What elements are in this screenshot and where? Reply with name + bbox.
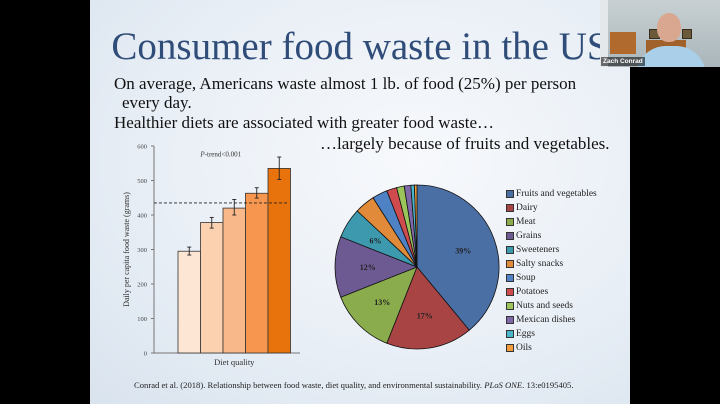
legend-swatch [506, 301, 514, 310]
legend-item: Mexican dishes [506, 313, 597, 327]
legend-swatch [506, 189, 514, 198]
pie-legend: Fruits and vegetables Dairy Meat Grains Swee… [506, 187, 597, 355]
p-trend-italic: P [199, 150, 205, 158]
legend-label: Oils [516, 343, 532, 353]
pie-label: 12% [360, 263, 376, 272]
legend-label: Fruits and vegetables [516, 189, 597, 199]
legend-item: Fruits and vegetables [506, 187, 597, 201]
slide-title: Consumer food waste in the US [111, 25, 609, 68]
bar [267, 168, 291, 354]
legend-label: Sweeteners [516, 245, 560, 255]
y-tick-label: 600 [137, 144, 147, 151]
p-trend-text: -trend<0.001 [205, 150, 242, 158]
legend-swatch [506, 217, 514, 226]
legend-item: Grains [506, 229, 597, 243]
legend-item: Dairy [506, 201, 597, 215]
legend-label: Potatoes [516, 287, 549, 297]
bar [245, 192, 269, 354]
y-tick-label: 100 [137, 316, 147, 323]
bar [177, 250, 201, 354]
pie-label: 13% [374, 298, 390, 307]
bullet-1-line-1: On average, Americans waste almost 1 lb.… [114, 74, 577, 93]
webcam-person-head [657, 13, 681, 42]
webcam-person-body [636, 46, 706, 67]
legend-swatch [506, 343, 514, 352]
bar [222, 207, 246, 354]
p-trend-annotation: P-trend<0.001 [199, 150, 241, 158]
legend-swatch [506, 329, 514, 338]
legend-item: Sweeteners [506, 243, 597, 257]
pie-slice [386, 266, 470, 350]
legend-item: Salty snacks [506, 257, 597, 271]
legend-label: Eggs [516, 329, 535, 339]
y-tick-label: 200 [137, 282, 147, 289]
webcam-door [600, 0, 608, 67]
legend-label: Meat [516, 217, 536, 227]
citation-end: . 13:e0195405. [522, 380, 574, 390]
citation: Conrad et al. (2018). Relationship betwe… [134, 380, 574, 390]
legend-swatch [506, 245, 514, 254]
legend-label: Dairy [516, 203, 538, 213]
participant-name: Zach Conrad [601, 57, 645, 66]
pie-label: 17% [417, 312, 433, 321]
bar [200, 222, 224, 354]
bar-chart: 0 100 200 300 400 500 600 Daily per capita food… [122, 144, 300, 367]
pie-chart: 39% 17% 13% 12% 6% [334, 184, 500, 350]
legend-item: Potatoes [506, 285, 597, 299]
legend-item: Eggs [506, 327, 597, 341]
citation-main: Conrad et al. (2018). Relationship betwe… [134, 380, 485, 390]
legend-swatch [506, 273, 514, 282]
webcam-picture-frame [682, 29, 692, 39]
legend-label: Salty snacks [516, 259, 564, 269]
legend-item: Meat [506, 215, 597, 229]
citation-journal: PLoS ONE [484, 380, 523, 390]
y-tick-label: 500 [137, 178, 147, 185]
legend-item: Oils [506, 341, 597, 355]
y-tick-label: 300 [137, 247, 147, 254]
y-tick-label: 400 [137, 213, 147, 220]
presentation-slide: Consumer food waste in the US On average… [90, 0, 630, 404]
legend-label: Soup [516, 273, 536, 283]
pie-label: 39% [455, 246, 471, 255]
pie-slice [340, 266, 418, 344]
legend-label: Nuts and seeds [516, 301, 573, 311]
y-axis-label: Daily per capita food waste (grams) [122, 192, 131, 307]
legend-label: Mexican dishes [516, 315, 576, 325]
y-tick-label: 0 [144, 351, 147, 358]
pie-label: 6% [369, 237, 381, 246]
legend-swatch [506, 231, 514, 240]
webcam-shelf [610, 32, 636, 54]
x-axis-label: Diet quality [214, 357, 255, 367]
pie-slice [334, 236, 419, 298]
webcam-thumbnail[interactable]: Zach Conrad [600, 0, 720, 67]
bullet-1-line-2: every day. [122, 93, 192, 112]
legend-swatch [506, 203, 514, 212]
sub-point: …largely because of fruits and vegetable… [320, 134, 610, 153]
bullet-2: Healthier diets are associated with grea… [114, 113, 494, 132]
pie-slice [414, 184, 418, 268]
legend-swatch [506, 259, 514, 268]
legend-item: Nuts and seeds [506, 299, 597, 313]
pie-slice [416, 184, 500, 331]
legend-swatch [506, 287, 514, 296]
legend-swatch [506, 315, 514, 324]
legend-label: Grains [516, 231, 542, 241]
legend-item: Soup [506, 271, 597, 285]
